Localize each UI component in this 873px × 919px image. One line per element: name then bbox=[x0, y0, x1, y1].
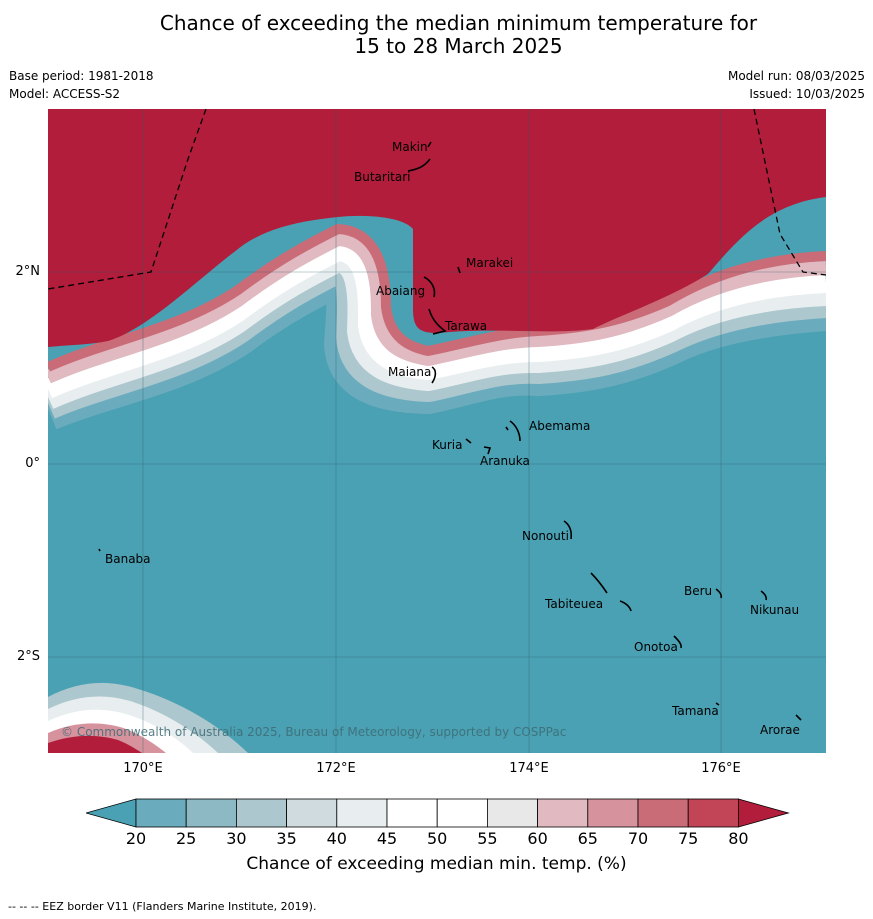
place-label-nonouti: Nonouti bbox=[522, 529, 569, 543]
title-line-2: 15 to 28 March 2025 bbox=[354, 34, 563, 58]
place-label-abaiang: Abaiang bbox=[376, 284, 425, 298]
colorbar-cell bbox=[537, 798, 589, 828]
meta-left: Base period: 1981-2018 Model: ACCESS-S2 bbox=[9, 67, 154, 103]
forecast-map: Makin Butaritari Marakei Abaiang Tarawa … bbox=[48, 109, 826, 753]
eez-footnote: -- -- -- EEZ border V11 (Flanders Marine… bbox=[8, 900, 317, 913]
colorbar-tick-label: 70 bbox=[627, 829, 649, 848]
place-label-tarawa: Tarawa bbox=[444, 319, 487, 333]
colorbar-cell bbox=[135, 798, 187, 828]
place-label-onotoa: Onotoa bbox=[634, 640, 678, 654]
colorbar-tick-label: 55 bbox=[477, 829, 498, 848]
colorbar-cell bbox=[637, 798, 689, 828]
model-run: Model run: 08/03/2025 bbox=[727, 69, 865, 83]
colorbar-tick-label: 35 bbox=[276, 829, 297, 848]
colorbar-cell bbox=[587, 798, 639, 828]
place-label-makin: Makin bbox=[392, 140, 428, 154]
lon-label-172e: 172°E bbox=[316, 761, 356, 776]
colorbar-tick-label: 65 bbox=[577, 829, 598, 848]
meta-right: Model run: 08/03/2025 Issued: 10/03/2025 bbox=[728, 67, 865, 103]
colorbar-tick-label: 50 bbox=[427, 829, 448, 848]
colorbar-cell bbox=[185, 798, 237, 828]
place-labels: Makin Butaritari Marakei Abaiang Tarawa … bbox=[105, 140, 800, 737]
place-label-beru: Beru bbox=[684, 584, 712, 598]
colorbar-cell bbox=[386, 798, 438, 828]
copyright-notice: © Commonwealth of Australia 2025, Bureau… bbox=[61, 725, 566, 739]
eez-border bbox=[48, 109, 826, 290]
place-label-marakei: Marakei bbox=[466, 256, 513, 270]
islands bbox=[98, 141, 802, 721]
colorbar-extend-high bbox=[738, 798, 790, 828]
colorbar-tick-label: 30 bbox=[226, 829, 247, 848]
colorbar bbox=[86, 798, 790, 828]
map-title: Chance of exceeding the median minimum t… bbox=[0, 12, 873, 58]
graticule bbox=[48, 109, 826, 753]
colorbar-label: Chance of exceeding median min. temp. (%… bbox=[246, 854, 627, 874]
colorbar-cell bbox=[436, 798, 488, 828]
place-label-maiana: Maiana bbox=[388, 365, 431, 379]
place-label-kuria: Kuria bbox=[432, 438, 463, 452]
colorbar-cell bbox=[687, 798, 739, 828]
colorbar-tick-label: 75 bbox=[678, 829, 699, 848]
place-label-nikunau: Nikunau bbox=[750, 603, 799, 617]
lon-label-176e: 176°E bbox=[701, 761, 741, 776]
colorbar-cell bbox=[235, 798, 287, 828]
lat-label-2s: 2°S bbox=[16, 649, 40, 664]
lat-label-2n: 2°N bbox=[15, 264, 41, 279]
lat-label-equator: 0° bbox=[25, 456, 40, 471]
colorbar-extend-low bbox=[86, 798, 137, 828]
place-label-butaritari: Butaritari bbox=[354, 170, 411, 184]
lon-label-170e: 170°E bbox=[123, 761, 163, 776]
place-label-tamana: Tamana bbox=[671, 704, 719, 718]
colorbar-tick-label: 80 bbox=[728, 829, 749, 848]
colorbar-cell bbox=[336, 798, 388, 828]
colorbar-tick-label: 25 bbox=[176, 829, 197, 848]
colorbar-tick-label: 40 bbox=[326, 829, 347, 848]
colorbar-tick-label: 20 bbox=[125, 829, 147, 848]
place-label-arorae: Arorae bbox=[760, 723, 800, 737]
title-line-1: Chance of exceeding the median minimum t… bbox=[159, 11, 758, 35]
above-median-region bbox=[48, 109, 826, 347]
colorbar-cell bbox=[486, 798, 538, 828]
colorbar-cells bbox=[86, 798, 790, 828]
colorbar-tick-label: 60 bbox=[527, 829, 548, 848]
lon-label-174e: 174°E bbox=[509, 761, 549, 776]
model-name: Model: ACCESS-S2 bbox=[9, 87, 121, 101]
place-label-aranuka: Aranuka bbox=[480, 454, 530, 468]
place-label-tabiteuea: Tabiteuea bbox=[544, 597, 603, 611]
place-label-abemama: Abemama bbox=[529, 419, 590, 433]
colorbar-cell bbox=[286, 798, 338, 828]
colorbar-tick-label: 45 bbox=[376, 829, 398, 848]
base-period: Base period: 1981-2018 bbox=[9, 69, 154, 83]
issued-date: Issued: 10/03/2025 bbox=[749, 87, 865, 101]
place-label-banaba: Banaba bbox=[105, 552, 151, 566]
transition-bands bbox=[48, 224, 826, 430]
